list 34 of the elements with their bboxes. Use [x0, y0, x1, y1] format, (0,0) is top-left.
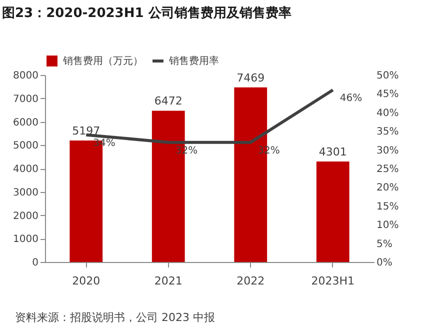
y2-tick-label: 10%	[376, 220, 399, 232]
data-label: 4301	[318, 145, 347, 158]
y2-tick-label: 40%	[376, 108, 399, 119]
y2-tick-label: 25%	[376, 164, 399, 175]
x-tick-label: 2023H1	[311, 274, 355, 288]
data-label: 7469	[236, 71, 265, 84]
data-label: 6472	[154, 94, 182, 108]
y-tick-label: 7000	[13, 94, 38, 105]
y2-tick-label: 35%	[376, 126, 399, 138]
y-tick-label: 5000	[13, 140, 38, 152]
y-tick-label: 6000	[13, 117, 38, 128]
y-tick-label: 4000	[13, 164, 38, 175]
y2-tick-label: 50%	[376, 70, 399, 82]
bar	[316, 161, 350, 262]
y-tick-label: 3000	[13, 187, 38, 198]
legend-label: 销售费用（万元）	[62, 55, 143, 67]
y-tick-label: 1000	[13, 234, 38, 246]
y-tick-label: 2000	[13, 210, 38, 222]
text: 资料来源：招股说明书，公司 2023 中报	[15, 311, 215, 324]
data-label: 46%	[340, 92, 362, 104]
x-tick-label: 2020	[72, 274, 100, 288]
chart-title: 图23：2020-2023H1 公司销售费用及销售费率	[2, 5, 292, 21]
y2-tick-label: 15%	[376, 201, 399, 212]
y2-tick-label: 0%	[376, 258, 392, 268]
data-label: 5197	[72, 124, 100, 138]
y-tick-label: 8000	[13, 70, 38, 82]
y2-tick-label: 5%	[376, 238, 392, 250]
y2-tick-label: 45%	[376, 89, 399, 100]
legend-label: 销售费用率	[168, 55, 219, 67]
y-tick-label: 0	[32, 258, 38, 268]
x-tick-label: 2021	[154, 274, 182, 288]
y2-tick-label: 20%	[376, 182, 399, 194]
x-tick-label: 2022	[236, 274, 265, 288]
y2-tick-label: 30%	[376, 145, 399, 156]
